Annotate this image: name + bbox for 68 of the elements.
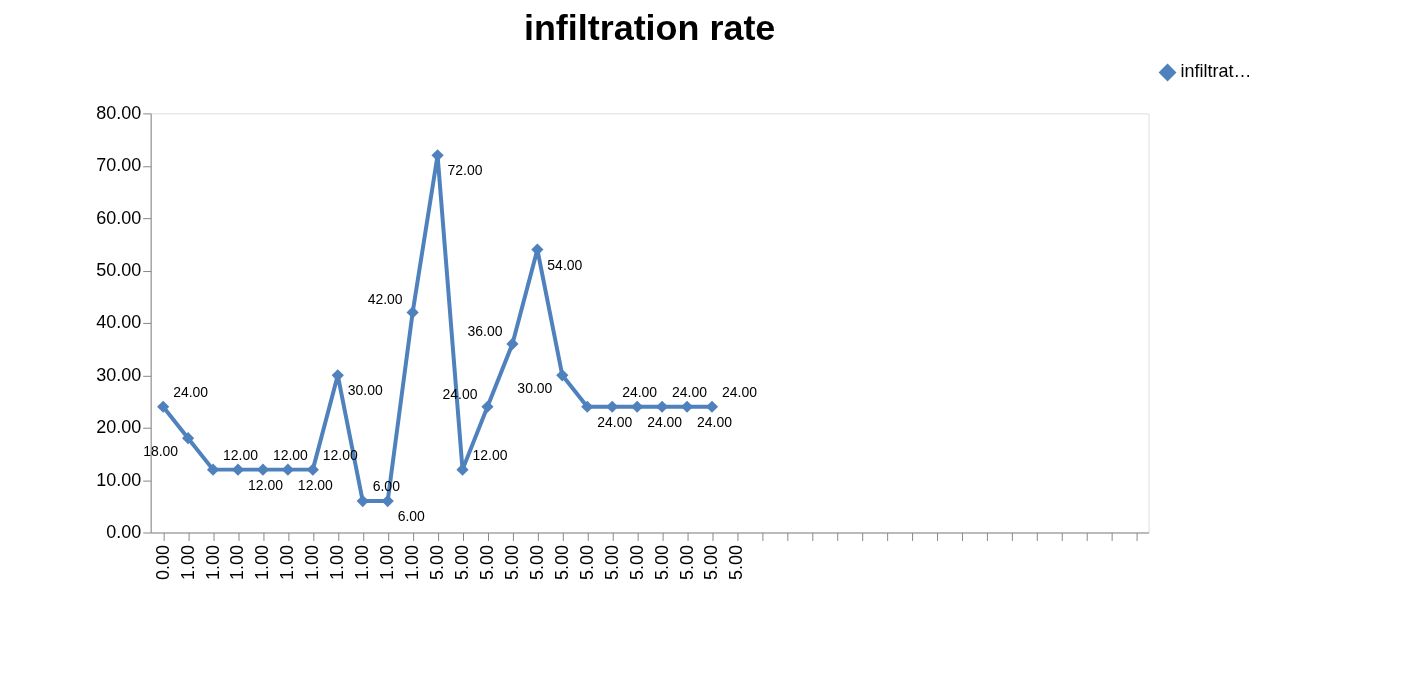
point [680, 400, 694, 413]
data-label: 12.00 [472, 446, 508, 463]
point [506, 337, 519, 350]
x-tick-label: 5.00 [452, 544, 473, 580]
y-tick-label: 70.00 [96, 155, 142, 176]
x-tick-label: 1.00 [252, 544, 273, 580]
y-tick-label: 60.00 [96, 207, 142, 228]
y-tick-label: 0.00 [106, 521, 142, 542]
x-tick-label: 5.00 [676, 544, 697, 580]
data-label: 24.00 [597, 413, 633, 430]
x-tick-label: 1.00 [227, 544, 248, 580]
x-tick-label: 0.00 [152, 544, 173, 580]
data-label: 72.00 [447, 162, 483, 179]
data-label: 42.00 [367, 291, 403, 308]
data-label: 24.00 [697, 413, 733, 430]
x-tick-label: 1.00 [277, 544, 298, 580]
data-label: 30.00 [347, 382, 383, 399]
point [481, 400, 494, 413]
data-label: 6.00 [397, 508, 426, 525]
data-label: 24.00 [647, 413, 683, 430]
data-label: 12.00 [297, 476, 334, 493]
x-tick-label: 5.00 [651, 544, 672, 580]
x-tick-label: 1.00 [327, 544, 348, 580]
x-tick-label: 1.00 [402, 544, 423, 580]
y-tick-label: 30.00 [96, 364, 142, 385]
x-tick-label: 1.00 [202, 544, 223, 580]
data-label: 12.00 [223, 446, 259, 463]
data-label: 12.00 [272, 446, 309, 463]
point [655, 400, 669, 413]
point [256, 463, 270, 476]
x-tick-label: 5.00 [551, 544, 572, 580]
y-tick-label: 50.00 [96, 260, 142, 281]
legend-label: infiltrat… [1180, 61, 1252, 82]
x-tick-label: 5.00 [476, 544, 497, 580]
data-label: 24.00 [622, 383, 658, 400]
x-tick-label: 1.00 [302, 544, 323, 580]
x-tick-label: 5.00 [726, 544, 747, 580]
x-tick-label: 1.00 [177, 544, 198, 580]
y-tick-label: 20.00 [96, 417, 142, 438]
x-tick-label: 5.00 [626, 544, 647, 580]
point [181, 432, 195, 445]
y-tick-label: 40.00 [96, 312, 142, 333]
x-tick-label: 1.00 [352, 544, 373, 580]
data-label: 54.00 [547, 256, 583, 273]
data-label: 18.00 [143, 443, 179, 460]
point [381, 494, 394, 508]
y-tick-label: 10.00 [96, 469, 142, 490]
point [231, 463, 245, 476]
y-tick-label: 80.00 [96, 102, 142, 123]
x-tick-label: 5.00 [601, 544, 622, 580]
x-tick-label: 5.00 [576, 544, 597, 580]
x-tick-label: 5.00 [427, 544, 448, 580]
point [556, 369, 569, 382]
data-label: 24.00 [672, 383, 708, 400]
point [705, 400, 719, 413]
x-tick-label: 5.00 [526, 544, 547, 580]
data-label: 24.00 [173, 383, 209, 400]
chart-title: infiltration rate [523, 6, 776, 48]
data-label: 24.00 [721, 383, 758, 400]
point [356, 494, 369, 508]
data-label: 12.00 [247, 476, 284, 493]
x-tick-label: 1.00 [377, 544, 398, 580]
x-tick-label: 5.00 [501, 544, 522, 580]
data-label: 30.00 [517, 380, 553, 397]
data-label: 36.00 [467, 322, 503, 339]
point [157, 400, 170, 413]
point [206, 463, 220, 476]
x-tick-label: 5.00 [701, 544, 722, 580]
